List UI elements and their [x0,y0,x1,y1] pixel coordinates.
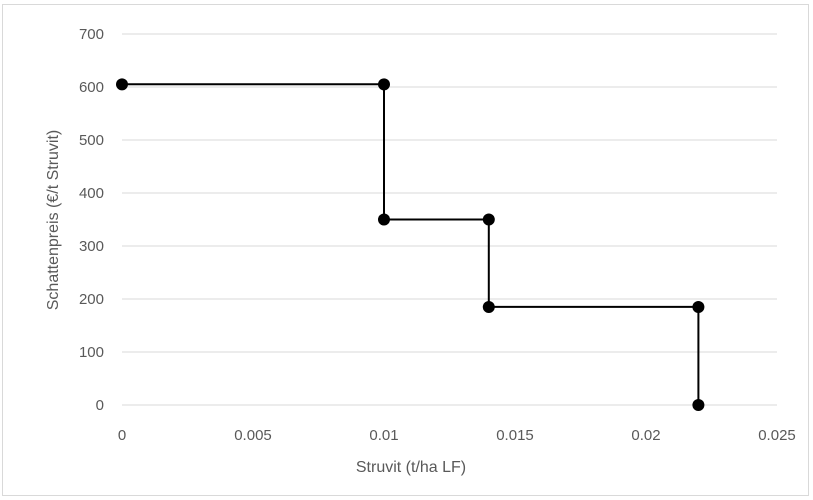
x-tick-label: 0 [118,427,126,444]
y-tick-label: 400 [79,185,104,202]
x-axis-title: Struvit (t/ha LF) [356,459,466,476]
y-tick-label: 0 [96,397,104,414]
gridlines [122,33,777,406]
x-tick-label: 0.01 [369,427,398,444]
y-tick-label: 600 [79,79,104,96]
data-point [482,213,495,226]
data-point [116,78,128,91]
y-tick-label: 100 [79,344,104,361]
x-tick-label: 0.025 [758,427,796,444]
data-points [116,78,705,411]
y-axis-title: Schattenpreis (€/t Struvit) [45,130,62,311]
chart-frame [2,4,809,496]
y-tick-label: 700 [79,26,104,43]
data-point [692,300,705,313]
x-tick-labels: 0 0.005 0.01 0.015 0.02 0.025 [118,427,796,444]
y-tick-label: 300 [79,238,104,255]
data-point [482,300,495,313]
y-tick-label: 200 [79,291,104,308]
data-point [378,213,390,226]
series-line [122,83,700,405]
data-point [692,399,705,411]
x-tick-label: 0.005 [234,427,272,444]
x-tick-label: 0.015 [496,427,534,444]
x-tick-label: 0.02 [631,427,660,444]
data-point [378,78,390,91]
y-tick-label: 500 [79,132,104,149]
y-tick-labels: 0 100 200 300 400 500 600 700 [79,26,104,414]
